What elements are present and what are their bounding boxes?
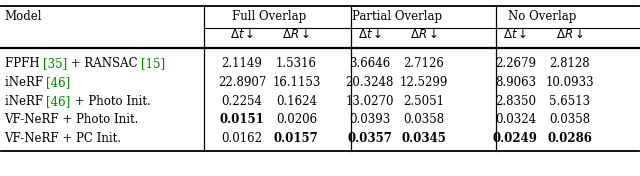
- Text: 0.0357: 0.0357: [348, 132, 392, 145]
- Text: 0.0358: 0.0358: [404, 113, 445, 126]
- Text: 0.0324: 0.0324: [495, 113, 536, 126]
- Text: 22.8907: 22.8907: [218, 76, 266, 89]
- Text: + Photo Init.: + Photo Init.: [70, 95, 150, 108]
- Text: 10.0933: 10.0933: [545, 76, 594, 89]
- Text: 0.0249: 0.0249: [493, 132, 538, 145]
- Text: $\Delta R\downarrow$: $\Delta R\downarrow$: [410, 29, 438, 42]
- Text: 0.1624: 0.1624: [276, 95, 317, 108]
- Text: iNeRF: iNeRF: [4, 95, 47, 108]
- Text: 0.0393: 0.0393: [349, 113, 390, 126]
- Text: + RANSAC: + RANSAC: [67, 58, 141, 71]
- Text: 3.6646: 3.6646: [349, 58, 390, 71]
- Text: 5.6513: 5.6513: [549, 95, 590, 108]
- Text: 2.8128: 2.8128: [549, 58, 590, 71]
- Text: [35]: [35]: [43, 58, 67, 71]
- Text: 2.7126: 2.7126: [404, 58, 445, 71]
- Text: [46]: [46]: [46, 95, 70, 108]
- Text: 16.1153: 16.1153: [272, 76, 321, 89]
- Text: VF-NeRF + Photo Init.: VF-NeRF + Photo Init.: [4, 113, 139, 126]
- Text: [46]: [46]: [46, 76, 70, 89]
- Text: 1.5316: 1.5316: [276, 58, 317, 71]
- Text: 12.5299: 12.5299: [400, 76, 448, 89]
- Text: 2.8350: 2.8350: [495, 95, 536, 108]
- Text: 0.0358: 0.0358: [549, 113, 590, 126]
- Text: $\Delta t\downarrow$: $\Delta t\downarrow$: [358, 29, 382, 42]
- Text: 0.0151: 0.0151: [220, 113, 264, 126]
- Text: 2.2679: 2.2679: [495, 58, 536, 71]
- Text: $\Delta t\downarrow$: $\Delta t\downarrow$: [503, 29, 527, 42]
- Text: [15]: [15]: [141, 58, 165, 71]
- Text: 2.1149: 2.1149: [221, 58, 262, 71]
- Text: VF-NeRF + PC Init.: VF-NeRF + PC Init.: [4, 132, 122, 145]
- Text: No Overlap: No Overlap: [508, 10, 577, 23]
- Text: iNeRF: iNeRF: [4, 76, 47, 89]
- Text: $\Delta R\downarrow$: $\Delta R\downarrow$: [282, 29, 310, 42]
- Text: $\Delta R\downarrow$: $\Delta R\downarrow$: [556, 29, 584, 42]
- Text: FPFH: FPFH: [4, 58, 43, 71]
- Text: Partial Overlap: Partial Overlap: [352, 10, 442, 23]
- Text: 20.3248: 20.3248: [346, 76, 394, 89]
- Text: Full Overlap: Full Overlap: [232, 10, 307, 23]
- Text: 0.0162: 0.0162: [221, 132, 262, 145]
- Text: 0.0286: 0.0286: [547, 132, 592, 145]
- Text: 0.0206: 0.0206: [276, 113, 317, 126]
- Text: 0.0157: 0.0157: [274, 132, 319, 145]
- Text: $\Delta t\downarrow$: $\Delta t\downarrow$: [230, 29, 254, 42]
- Text: 13.0270: 13.0270: [346, 95, 394, 108]
- Text: 0.0345: 0.0345: [402, 132, 447, 145]
- Text: 2.5051: 2.5051: [404, 95, 445, 108]
- Text: 8.9063: 8.9063: [495, 76, 536, 89]
- Text: Model: Model: [4, 10, 42, 23]
- Text: 0.2254: 0.2254: [221, 95, 262, 108]
